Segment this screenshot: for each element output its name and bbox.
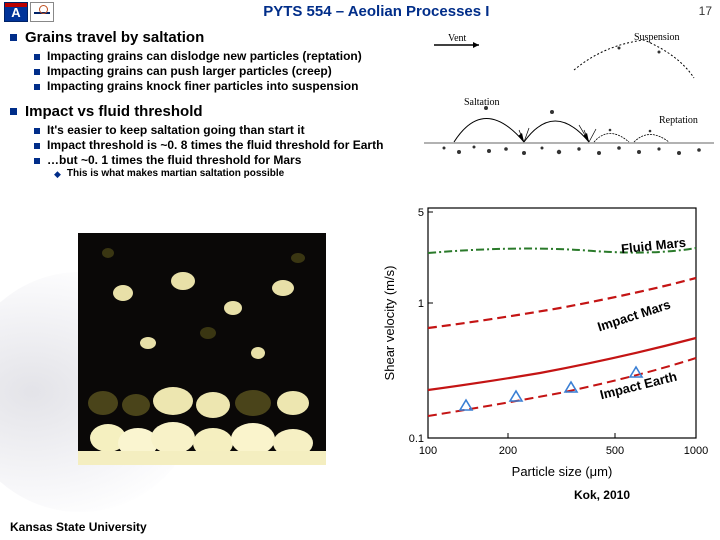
chart-xtick: 200 [499, 445, 517, 457]
bullet-icon [34, 69, 40, 75]
bullet-text: This is what makes martian saltation pos… [67, 168, 284, 179]
bullet-icon: ◆ [54, 169, 61, 180]
bullet-l2: Impacting grains can dislodge new partic… [34, 49, 714, 63]
bullet-l2: …but ~0. 1 times the fluid threshold for… [34, 153, 714, 167]
bullet-l2: Impact threshold is ~0. 8 times the flui… [34, 138, 714, 152]
bullet-text: Impact vs fluid threshold [25, 103, 203, 120]
bullet-icon [34, 54, 40, 60]
chart-ytick: 1 [418, 298, 424, 310]
citation: Kok, 2010 [574, 488, 630, 502]
bullet-text: Impacting grains can dislodge new partic… [47, 49, 362, 63]
bullet-icon [34, 143, 40, 149]
chart-ytick: 5 [418, 207, 424, 219]
chart-ytick: 0.1 [409, 433, 424, 445]
grain-photo [78, 233, 326, 465]
chart-ylabel: Shear velocity (m/s) [382, 266, 397, 381]
slide-number: 17 [699, 2, 712, 18]
bullet-icon [34, 84, 40, 90]
chart-xtick: 100 [419, 445, 437, 457]
ua-logo: A [4, 2, 28, 22]
bullet-text: …but ~0. 1 times the fluid threshold for… [47, 153, 301, 167]
chart-xtick: 1000 [684, 445, 708, 457]
bullet-l2: Impacting grains can push larger particl… [34, 64, 714, 78]
slide-content: Grains travel by saltation Impacting gra… [0, 22, 720, 180]
bullet-icon [34, 128, 40, 134]
slide-header: A PYTS 554 – Aeolian Processes I 17 [0, 0, 720, 22]
bullet-icon [10, 34, 17, 41]
bullet-l2: Impacting grains knock finer particles i… [34, 79, 714, 93]
slide-title: PYTS 554 – Aeolian Processes I [54, 2, 699, 20]
chart-xlabel: Particle size (μm) [512, 464, 613, 479]
bullet-l1: Grains travel by saltation [10, 29, 714, 46]
bullet-l1: Impact vs fluid threshold [10, 103, 714, 120]
bullet-text: Impact threshold is ~0. 8 times the flui… [47, 138, 383, 152]
lpl-logo [30, 2, 54, 22]
bullet-l2: It's easier to keep saltation going than… [34, 123, 714, 137]
footer-text: Kansas State University [10, 520, 147, 534]
bullet-icon [34, 158, 40, 164]
bullet-text: It's easier to keep saltation going than… [47, 123, 305, 137]
bullet-text: Grains travel by saltation [25, 29, 204, 46]
bullet-l3: ◆ This is what makes martian saltation p… [54, 168, 714, 180]
bullet-text: Impacting grains can push larger particl… [47, 64, 332, 78]
logo-group: A [4, 2, 54, 22]
bullet-icon [10, 108, 17, 115]
chart-xtick: 500 [606, 445, 624, 457]
bullet-text: Impacting grains knock finer particles i… [47, 79, 358, 93]
